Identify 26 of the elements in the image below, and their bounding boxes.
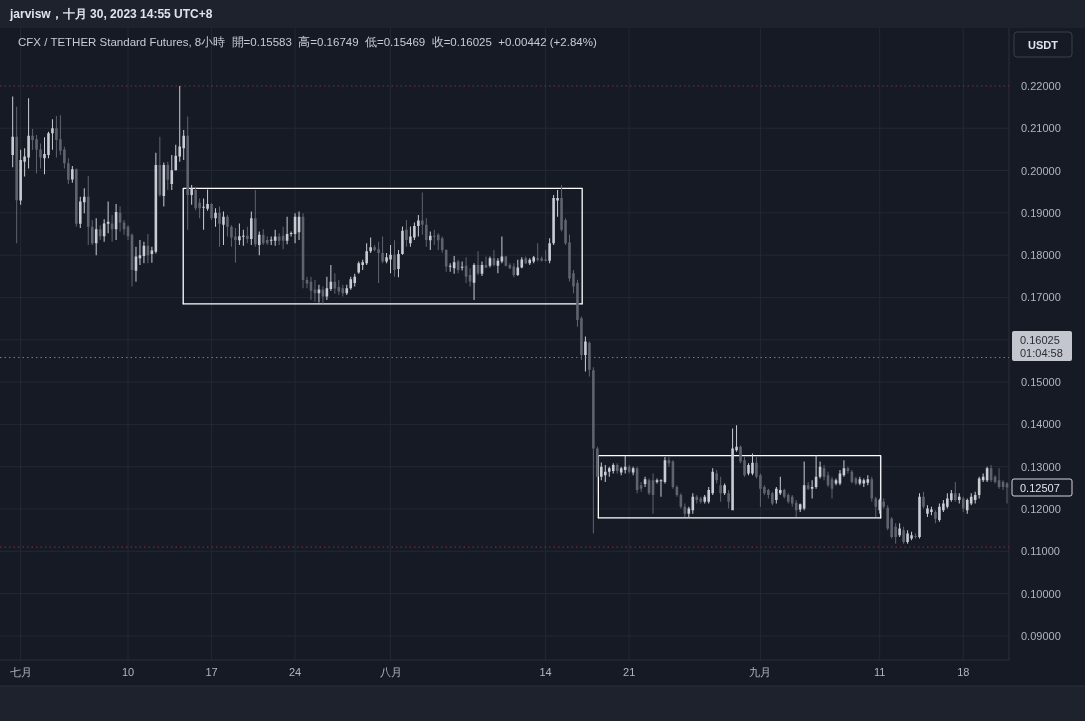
y-tick-label: 0.22000	[1021, 79, 1061, 92]
y-tick-label: 0.10000	[1021, 587, 1061, 600]
x-tick-label: 10	[121, 666, 135, 678]
y-tick-label: 0.13000	[1021, 460, 1061, 473]
x-tick-label: 14	[539, 666, 552, 678]
x-tick-label: 九月	[749, 666, 772, 678]
title: jarvisw，十月 30, 2023 14:55 UTC+8	[10, 7, 213, 21]
x-tick-label: 11	[874, 666, 886, 678]
y-tick-label: 0.21000	[1021, 122, 1061, 135]
subtitle: CFX / TETHER Standard Futures, 8小時 開=0.15583 高=0.16749 低=0.15469 收=0.16025 +0.00442 (+2.84%)	[18, 36, 597, 48]
x-tick-label: 18	[957, 666, 970, 678]
y-tick-label: 0.12000	[1021, 503, 1061, 515]
ylabel: USDT	[1028, 38, 1058, 51]
x-tick-label: 七月	[9, 666, 32, 678]
x-tick-label: 17	[205, 666, 218, 678]
x-tick-label: 21	[623, 666, 636, 678]
x-tick-label: 八月	[379, 666, 402, 678]
y-tick-label: 0.15000	[1021, 376, 1061, 389]
y-tick-label: 0.19000	[1021, 206, 1061, 219]
y-tick-label: 0.20000	[1021, 164, 1061, 177]
y-tick-label: 0.09000	[1021, 629, 1061, 642]
y-tick-label: 0.18000	[1021, 249, 1061, 262]
x-tick-label: 24	[288, 666, 302, 678]
y-tick-label: 0.11000	[1021, 545, 1060, 558]
y-tick-label: 0.17000	[1021, 291, 1061, 304]
y-tick-label: 0.14000	[1021, 418, 1061, 431]
